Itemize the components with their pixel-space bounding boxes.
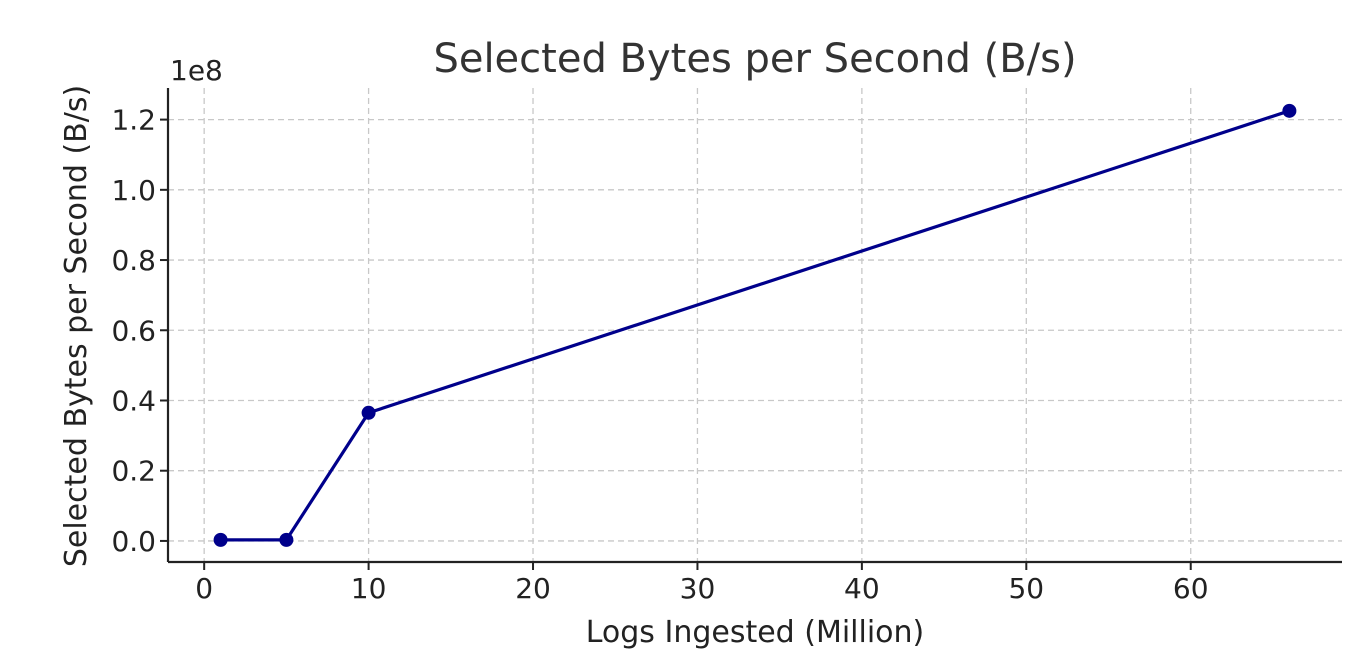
x-tick-label: 40 [844, 572, 880, 605]
x-tick-label: 20 [515, 572, 551, 605]
grid-lines [168, 88, 1342, 562]
y-tick-label: 0.2 [111, 455, 156, 488]
series-line [220, 109, 1290, 542]
data-point [1282, 103, 1297, 118]
x-tick-label: 50 [1008, 572, 1044, 605]
data-point [213, 532, 228, 547]
x-axis-ticks: 0 10 20 30 40 50 60 [195, 562, 1209, 605]
x-tick-label: 30 [680, 572, 716, 605]
x-tick-label: 10 [351, 572, 387, 605]
y-tick-label: 0.4 [111, 384, 156, 417]
axes-spines [166, 88, 1342, 564]
y-tick-label: 0.0 [111, 525, 156, 558]
data-series [213, 103, 1297, 547]
y-tick-label: 1.0 [111, 174, 156, 207]
y-tick-label: 0.8 [111, 244, 156, 277]
chart-title: Selected Bytes per Second (B/s) [433, 36, 1076, 82]
y-tick-label: 1.2 [111, 104, 156, 137]
data-point [361, 405, 376, 420]
x-axis-label: Logs Ingested (Million) [586, 615, 925, 650]
y-axis-ticks: 0.0 0.2 0.4 0.6 0.8 1.0 1.2 [111, 104, 168, 558]
y-tick-label: 0.6 [111, 314, 156, 347]
x-tick-label: 60 [1173, 572, 1209, 605]
x-tick-label: 0 [195, 572, 213, 605]
data-point [279, 532, 294, 547]
y-offset-label: 1e8 [170, 54, 223, 87]
y-axis-label: Selected Bytes per Second (B/s) [59, 85, 94, 567]
